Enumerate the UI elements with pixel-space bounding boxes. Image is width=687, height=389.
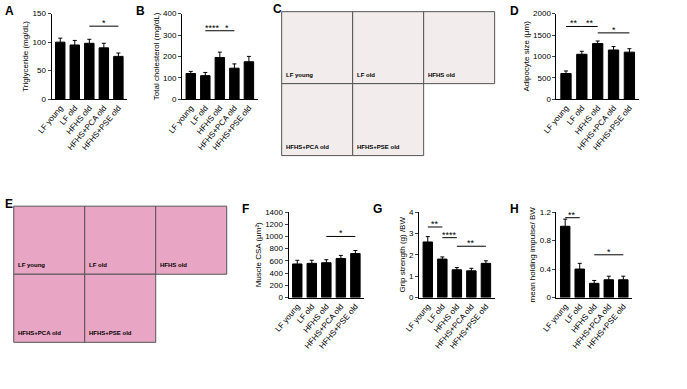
svg-text:1400: 1400 [265, 208, 283, 217]
svg-text:LF young: LF young [274, 302, 302, 333]
svg-text:1500: 1500 [533, 31, 551, 40]
svg-text:4: 4 [409, 208, 414, 217]
svg-text:HFHS old: HFHS old [160, 262, 187, 268]
svg-text:HFHS old: HFHS old [428, 72, 455, 78]
svg-text:HFHS+PCA old: HFHS+PCA old [66, 104, 108, 152]
svg-text:HFHS+PSE old: HFHS+PSE old [585, 302, 627, 350]
svg-text:200: 200 [270, 281, 284, 290]
svg-text:0: 0 [41, 95, 46, 104]
svg-text:HFHS old: HFHS old [432, 302, 461, 334]
svg-text:B: B [136, 4, 145, 18]
svg-text:1.2: 1.2 [540, 208, 552, 217]
svg-text:Grip strength (g) /BW: Grip strength (g) /BW [398, 217, 407, 293]
svg-text:HFHS+PCA old: HFHS+PCA old [286, 144, 329, 150]
svg-text:HFHS+PCA old: HFHS+PCA old [434, 302, 476, 350]
svg-text:HFHS old: HFHS old [570, 302, 599, 334]
svg-text:LF young: LF young [542, 104, 570, 135]
svg-text:1000: 1000 [265, 232, 283, 241]
svg-text:0.4: 0.4 [540, 265, 552, 274]
svg-text:400: 400 [270, 269, 284, 278]
svg-text:*: * [607, 247, 611, 257]
svg-text:LF young: LF young [286, 72, 313, 78]
svg-text:LF old: LF old [565, 104, 586, 127]
svg-text:F: F [242, 202, 249, 216]
svg-text:LF young: LF young [404, 302, 432, 333]
svg-text:300: 300 [163, 31, 177, 40]
svg-text:800: 800 [270, 244, 284, 253]
svg-text:E: E [5, 197, 13, 211]
svg-text:C: C [273, 2, 282, 16]
svg-text:*: * [102, 18, 106, 28]
svg-text:HFHS+PCA old: HFHS+PCA old [196, 104, 238, 152]
svg-text:HFHS+PSE old: HFHS+PSE old [357, 144, 400, 150]
svg-text:0: 0 [172, 95, 177, 104]
svg-text:1000: 1000 [533, 52, 551, 61]
svg-text:1200: 1200 [265, 220, 283, 229]
svg-text:G: G [373, 202, 382, 216]
svg-text:HFHS old: HFHS old [195, 104, 224, 136]
svg-text:**: ** [467, 238, 475, 248]
svg-text:HFHS+PSE old: HFHS+PSE old [89, 330, 132, 336]
svg-text:HFHS+PCA old: HFHS+PCA old [303, 302, 345, 350]
svg-text:**: ** [586, 18, 594, 28]
svg-text:2000: 2000 [533, 9, 551, 18]
svg-text:2: 2 [409, 251, 414, 260]
svg-text:mean holding impulse/ BW: mean holding impulse/ BW [528, 207, 537, 303]
svg-text:150: 150 [33, 9, 47, 18]
svg-text:HFHS+PSE old: HFHS+PSE old [211, 104, 253, 152]
svg-text:HFHS+PSE old: HFHS+PSE old [318, 302, 360, 350]
svg-text:200: 200 [163, 52, 177, 61]
svg-text:LF old: LF old [426, 302, 447, 325]
svg-text:*: * [225, 23, 229, 33]
svg-text:Triglyceride (mg/dL): Triglyceride (mg/dL) [21, 21, 30, 92]
svg-text:HFHS+PCA old: HFHS+PCA old [576, 104, 618, 152]
svg-text:**: ** [431, 219, 439, 229]
svg-text:LF old: LF old [563, 302, 584, 325]
svg-text:0: 0 [546, 95, 551, 104]
svg-text:Adipocyte size (μm): Adipocyte size (μm) [522, 21, 531, 92]
svg-text:400: 400 [163, 9, 177, 18]
svg-text:****: **** [205, 23, 220, 33]
svg-text:0.8: 0.8 [540, 236, 552, 245]
svg-text:100: 100 [33, 38, 47, 47]
svg-text:LF young: LF young [167, 104, 195, 135]
svg-text:3: 3 [409, 229, 414, 238]
svg-text:HFHS+PSE old: HFHS+PSE old [592, 104, 634, 152]
svg-text:HFHS+PCA old: HFHS+PCA old [18, 330, 61, 336]
svg-text:H: H [510, 202, 519, 216]
svg-text:LF young: LF young [18, 262, 45, 268]
svg-text:HFHS old: HFHS old [65, 104, 94, 136]
svg-text:**: ** [570, 18, 578, 28]
svg-text:LF young: LF young [37, 104, 65, 135]
svg-text:LF old: LF old [89, 262, 107, 268]
svg-text:LF old: LF old [189, 104, 210, 127]
svg-text:A: A [5, 4, 14, 18]
svg-text:LF young: LF young [541, 302, 569, 333]
svg-text:LF old: LF old [295, 302, 316, 325]
svg-text:500: 500 [538, 74, 552, 83]
svg-text:****: **** [442, 230, 457, 240]
svg-text:0: 0 [278, 293, 283, 302]
svg-text:LF old: LF old [58, 104, 79, 127]
svg-text:HFHS old: HFHS old [302, 302, 331, 334]
svg-text:0: 0 [546, 293, 551, 302]
svg-text:*: * [339, 228, 343, 238]
svg-text:100: 100 [163, 74, 177, 83]
svg-text:HFHS+PSE old: HFHS+PSE old [80, 104, 122, 152]
svg-text:Total cholesterol (mg/dL): Total cholesterol (mg/dL) [152, 12, 161, 100]
svg-text:HFHS+PCA old: HFHS+PCA old [571, 302, 613, 350]
svg-text:HFHS old: HFHS old [573, 104, 602, 136]
svg-text:*: * [612, 25, 616, 35]
svg-text:**: ** [568, 210, 576, 220]
svg-text:50: 50 [37, 66, 46, 75]
svg-text:HFHS+PSE old: HFHS+PSE old [448, 302, 490, 350]
svg-text:1: 1 [409, 272, 414, 281]
svg-text:600: 600 [270, 257, 284, 266]
svg-text:LF old: LF old [357, 72, 375, 78]
svg-text:0: 0 [409, 293, 414, 302]
svg-text:D: D [510, 4, 519, 18]
svg-text:Muscle CSA (μm²): Muscle CSA (μm²) [254, 222, 263, 287]
